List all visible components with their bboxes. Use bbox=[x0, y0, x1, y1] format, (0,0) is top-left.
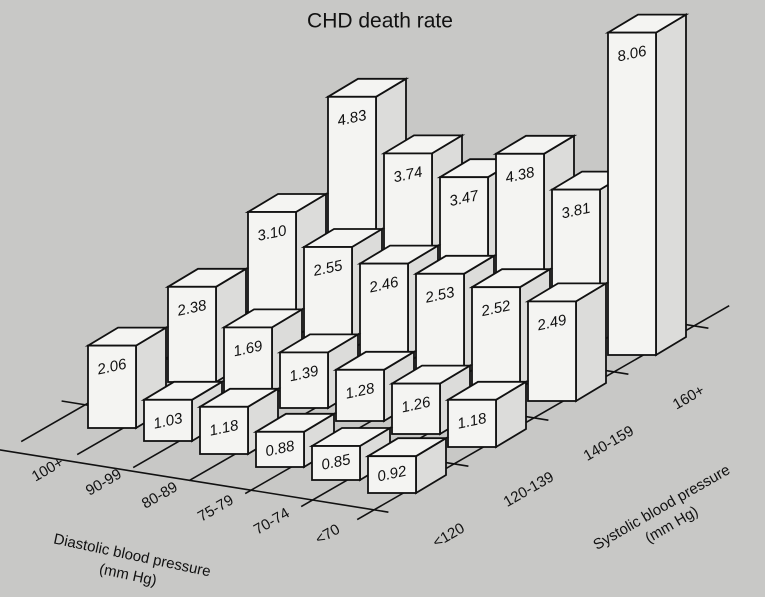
value-label: 2.06 bbox=[95, 356, 129, 379]
bar: 1.18 bbox=[444, 380, 530, 449]
chart-title: CHD death rate bbox=[307, 10, 453, 33]
value-label: 1.69 bbox=[232, 337, 265, 360]
bar-front bbox=[391, 382, 441, 435]
bar-front bbox=[359, 262, 409, 363]
bar-front bbox=[607, 31, 657, 356]
bar-front bbox=[87, 344, 137, 429]
value-label: 4.83 bbox=[336, 107, 369, 130]
bar: 2.06 bbox=[84, 326, 170, 430]
bar-front bbox=[303, 246, 353, 350]
bar-side bbox=[575, 281, 607, 403]
bar-front bbox=[335, 368, 385, 422]
bar-front bbox=[471, 286, 521, 389]
bar-front bbox=[223, 326, 273, 396]
value-label: 2.55 bbox=[311, 257, 345, 280]
value-label: 1.18 bbox=[456, 410, 489, 433]
bar-front bbox=[143, 398, 193, 442]
value-label: 3.10 bbox=[256, 222, 289, 245]
value-label: 0.92 bbox=[376, 463, 409, 486]
bar-front bbox=[367, 455, 417, 494]
bar: 2.49 bbox=[524, 281, 610, 403]
floor-line bbox=[0, 449, 389, 513]
bars: 4.83 3.74 3.47 4.38 3.81 8.06 3.10 2.55 2.46 2.53… bbox=[84, 13, 690, 495]
bar-front bbox=[415, 272, 465, 376]
value-label: 2.49 bbox=[535, 311, 569, 334]
value-label: 3.47 bbox=[448, 187, 481, 210]
bar-front bbox=[447, 398, 497, 448]
value-label: 2.52 bbox=[479, 297, 513, 320]
bar-front bbox=[527, 300, 577, 402]
bar: 0.92 bbox=[364, 436, 450, 495]
bar-front bbox=[311, 445, 361, 481]
value-label: 8.06 bbox=[616, 43, 649, 66]
value-label: 3.74 bbox=[392, 164, 424, 187]
bar-side bbox=[655, 13, 687, 357]
bar-front bbox=[255, 430, 305, 468]
value-label: 1.18 bbox=[208, 417, 241, 440]
value-label: 0.88 bbox=[264, 437, 297, 460]
bar-front bbox=[199, 405, 249, 455]
value-label: 1.39 bbox=[288, 362, 321, 385]
value-label: 1.28 bbox=[344, 380, 377, 403]
bar-front bbox=[279, 351, 329, 409]
value-label: 4.38 bbox=[504, 164, 537, 187]
value-label: 1.26 bbox=[400, 394, 433, 417]
bar-front bbox=[167, 285, 217, 383]
value-label: 1.03 bbox=[152, 410, 185, 433]
value-label: 2.53 bbox=[423, 284, 457, 307]
bar: 8.06 bbox=[604, 13, 690, 357]
value-label: 3.81 bbox=[560, 200, 592, 223]
value-label: 2.38 bbox=[175, 297, 209, 320]
value-label: 2.46 bbox=[367, 274, 401, 297]
value-label: 0.85 bbox=[320, 451, 353, 474]
